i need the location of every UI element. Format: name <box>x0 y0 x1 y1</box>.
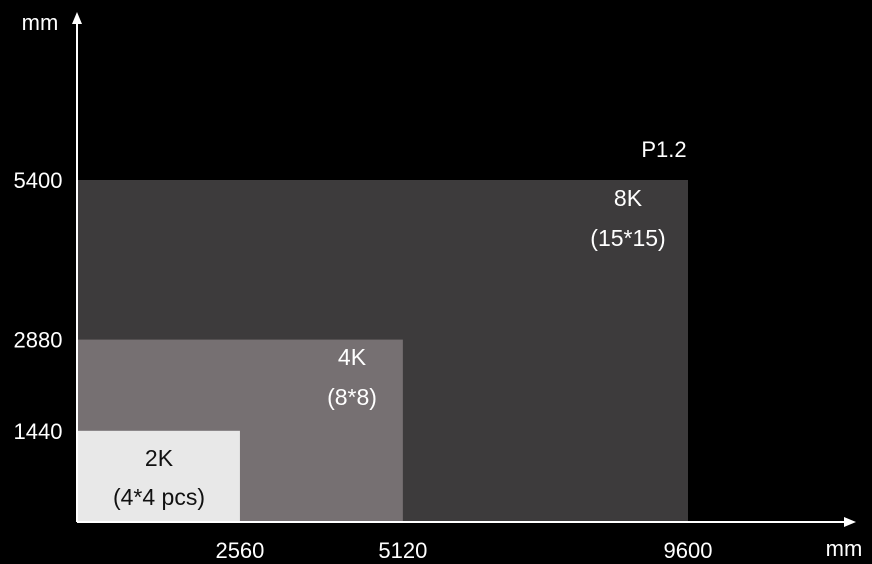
area-sublabel-4k: (8*8) <box>327 384 377 410</box>
x-tick-label-2560: 2560 <box>215 538 264 563</box>
axes: mm mm <box>22 10 863 561</box>
y-axis-arrow-icon <box>72 12 82 24</box>
area-labels: 8K (15*15) 4K (8*8) 2K (4*4 pcs) <box>113 185 666 510</box>
resolution-areas <box>78 180 688 521</box>
y-tick-label-1440: 1440 <box>14 419 63 444</box>
x-tick-label-5120: 5120 <box>378 538 427 563</box>
y-tick-label-5400: 5400 <box>14 168 63 193</box>
area-sublabel-8k: (15*15) <box>590 225 665 251</box>
area-label-4k: 4K <box>338 344 367 370</box>
pitch-annotation: P1.2 <box>641 137 686 162</box>
y-tick-label-2880: 2880 <box>14 328 63 353</box>
x-axis-arrow-icon <box>844 517 856 527</box>
area-label-8k: 8K <box>614 185 643 211</box>
area-2k <box>78 430 240 521</box>
tick-labels: 1440 2880 5400 2560 5120 9600 <box>14 168 713 563</box>
y-axis-label: mm <box>22 10 59 35</box>
x-axis-label: mm <box>826 536 863 561</box>
x-tick-label-9600: 9600 <box>664 538 713 563</box>
area-label-2k: 2K <box>145 445 174 471</box>
area-sublabel-2k: (4*4 pcs) <box>113 484 205 510</box>
